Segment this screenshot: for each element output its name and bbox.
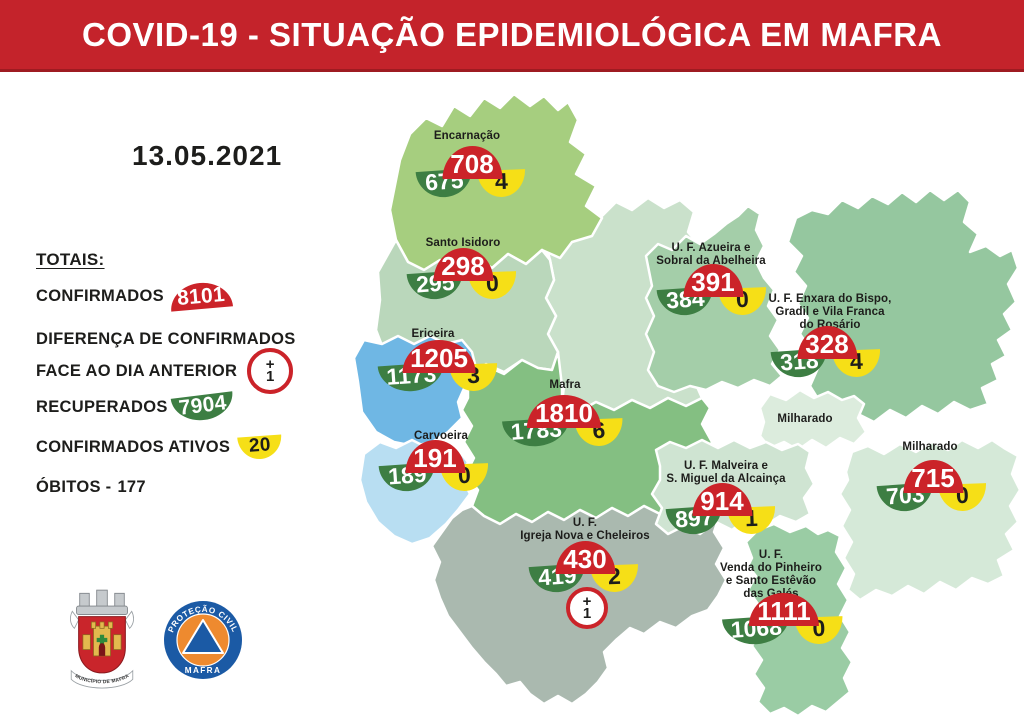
active-total-label: CONFIRMADOS ATIVOS xyxy=(36,438,231,456)
confirmed-total-badge: 8101 xyxy=(168,280,233,312)
new-case-value: 1 xyxy=(582,605,592,622)
active-total-row: CONFIRMADOS ATIVOS 20 xyxy=(36,434,283,461)
region-stats-azueira: 391 384 0 xyxy=(656,264,767,318)
totals-heading: TOTAIS: xyxy=(36,250,105,269)
confirmed-total-label: CONFIRMADOS xyxy=(36,286,164,305)
region-label-ericeira: Ericeira xyxy=(411,328,455,340)
recovered-total-label: RECUPERADOS xyxy=(36,398,168,416)
confirmed-badge: 1810 xyxy=(527,395,601,428)
recovered-total-row: RECUPERADOS 7904 xyxy=(36,391,235,424)
region-stats-carvoeira: 191 189 0 xyxy=(378,440,489,494)
recovered-total-badge: 7904 xyxy=(170,391,235,424)
civil-protection-bottom-text: MAFRA xyxy=(185,666,222,675)
diff-value: 1 xyxy=(265,368,275,385)
deaths-total-row: ÓBITOS - 177 xyxy=(36,478,146,497)
civil-protection-triangle-icon xyxy=(182,619,224,654)
region-stats-enxara: 328 318 4 xyxy=(770,326,881,380)
confirmed-badge: 1205 xyxy=(402,340,476,373)
diff-label-line2: FACE AO DIA ANTERIOR xyxy=(36,361,238,380)
confirmed-badge: 298 xyxy=(433,248,493,281)
region-stats-ericeira: 1205 1173 3 xyxy=(377,340,498,394)
region-label-encarnacao: Encarnação xyxy=(433,130,501,142)
confirmed-badge: 914 xyxy=(692,483,752,516)
deaths-total-value: 177 xyxy=(117,478,146,496)
mafra-municipality-map xyxy=(352,92,1022,718)
new-case-plus-sign: + xyxy=(582,593,592,610)
diff-label-line1: DIFERENÇA DE CONFIRMADOS xyxy=(36,330,296,348)
region-stats-mafra: 1810 1783 6 xyxy=(502,395,624,449)
region-label-malveira: U. F. Malveira e S. Miguel da Alcainça xyxy=(666,460,786,486)
region-stats-venda: 1111 1068 0 xyxy=(722,593,844,647)
mafra-coat-of-arms-logo: MUNICÍPIO DE MAFRA xyxy=(70,589,134,689)
diff-row: FACE AO DIA ANTERIOR + 1 xyxy=(36,348,294,394)
mural-crown-icon xyxy=(70,589,134,630)
region-stats-malveira: 914 897 1 xyxy=(665,483,776,537)
confirmed-badge: 715 xyxy=(903,460,963,493)
deaths-total-label: ÓBITOS - xyxy=(36,478,112,496)
confirmed-total-row: CONFIRMADOS 8101 xyxy=(36,280,233,312)
region-label-enxara: U. F. Enxara do Bispo, Gradil e Vila Fra… xyxy=(768,293,892,332)
confirmed-badge: 328 xyxy=(797,326,857,359)
active-total-badge: 20 xyxy=(237,434,283,461)
diff-plus-sign: + xyxy=(265,356,275,373)
region-stats-milharado: 715 703 0 xyxy=(876,460,987,514)
shield-icon xyxy=(78,616,126,674)
page-title: COVID-19 - SITUAÇÃO EPIDEMIOLÓGICA EM MA… xyxy=(82,15,942,53)
region-stats-igreja-nova: 430 419 2 xyxy=(528,541,639,595)
diff-circle-badge: + 1 xyxy=(247,348,294,394)
confirmed-badge: 391 xyxy=(683,264,743,297)
igreja-nova-new-case-circle: + 1 xyxy=(566,587,608,629)
report-date: 13.05.2021 xyxy=(132,140,283,171)
region-label-mafra: Mafra xyxy=(549,379,581,391)
region-label-santo-isidoro: Santo Isidoro xyxy=(425,237,501,249)
region-label-carvoeira: Carvoeira xyxy=(414,430,468,442)
region-shape-milharado xyxy=(838,438,1022,602)
region-label-igreja-nova: U. F. Igreja Nova e Cheleiros xyxy=(520,517,650,543)
title-banner: COVID-19 - SITUAÇÃO EPIDEMIOLÓGICA EM MA… xyxy=(0,0,1024,72)
confirmed-badge: 191 xyxy=(405,440,465,473)
confirmed-badge: 708 xyxy=(442,146,502,179)
region-label-milharado-west: Milharado xyxy=(777,413,833,425)
region-shape-azueira xyxy=(644,204,784,394)
region-label-milharado: Milharado xyxy=(902,441,958,453)
confirmed-badge: 430 xyxy=(555,541,615,574)
civil-protection-logo: PROTEÇÃO CIVIL MAFRA xyxy=(164,601,242,679)
confirmed-badge: 1111 xyxy=(749,593,819,626)
region-stats-santo-isidoro: 298 295 0 xyxy=(406,248,517,302)
region-stats-encarnacao: 708 675 4 xyxy=(415,146,526,200)
